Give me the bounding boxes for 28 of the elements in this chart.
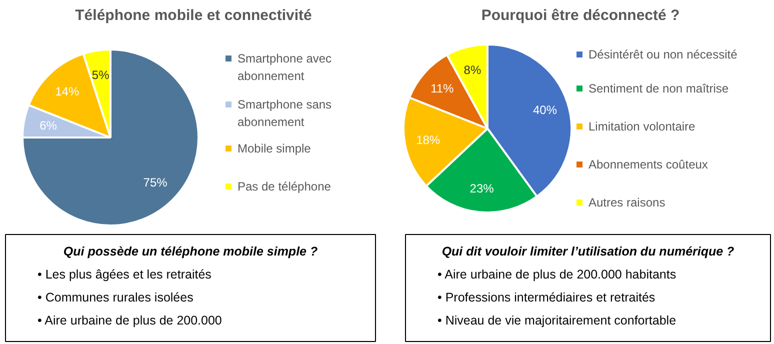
text: • Aire urbaine de plus de 200.000	[38, 314, 222, 328]
legend-label: Smartphone avec abonnement	[238, 52, 332, 83]
text: • Professions intermédiaires et retraités	[438, 290, 656, 304]
data-label: 8%	[464, 62, 482, 77]
data-label: 18%	[416, 132, 440, 147]
legend-label: Sentiment de non maîtrise	[588, 82, 729, 96]
data-label: 75%	[143, 175, 168, 190]
data-label: 40%	[533, 102, 558, 117]
legend-label: Autres raisons	[588, 196, 666, 210]
legend-label: Limitation volontaire	[588, 120, 696, 134]
chart-title: Pourquoi être déconnecté ?	[481, 7, 680, 24]
text: • Aire urbaine de plus de 200.000 habitants	[438, 268, 676, 282]
data-label: 14%	[55, 84, 80, 98]
text: • Les plus âgées et les retraités	[38, 268, 212, 282]
data-label: 5%	[92, 68, 110, 82]
text: • Communes rurales isolées	[38, 290, 194, 304]
legend-label: Désintérêt ou non nécessité	[588, 48, 738, 62]
data-label: 11%	[430, 82, 454, 96]
chart-title: Téléphone mobile et connectivité	[75, 7, 312, 24]
legend-label: Pas de téléphone	[238, 180, 332, 194]
legend-label: Smartphone sans abonnement	[238, 98, 332, 129]
legend-label: Abonnements coûteux	[588, 158, 708, 172]
legend-label: Mobile simple	[238, 142, 312, 156]
text: • Niveau de vie majoritairement confortable	[438, 314, 676, 328]
data-label: 23%	[470, 182, 494, 196]
text: Qui dit vouloir limiter l’utilisation du numérique ?	[442, 244, 735, 258]
data-label: 6%	[40, 118, 58, 133]
text: Qui possède un téléphone mobile simple ?	[63, 244, 318, 258]
